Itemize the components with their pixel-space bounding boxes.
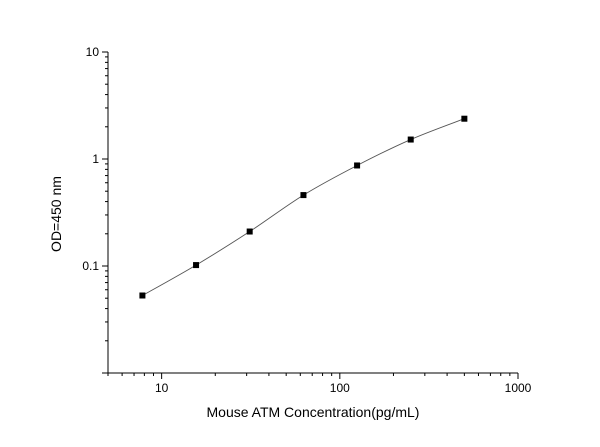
x-tick-label-1000: 1000 xyxy=(505,381,532,395)
ticks xyxy=(102,51,519,379)
data-point-1 xyxy=(139,292,146,299)
data-point-6 xyxy=(407,136,414,143)
markers xyxy=(139,115,468,299)
axes xyxy=(107,52,518,374)
data-point-5 xyxy=(354,162,361,169)
x-axis-title: Mouse ATM Concentration(pg/mL) xyxy=(207,404,420,420)
data-point-3 xyxy=(246,228,253,235)
data-point-2 xyxy=(193,262,200,269)
data-point-7 xyxy=(461,115,468,122)
y-axis-title: OD=450 nm xyxy=(48,176,64,252)
fit-curve xyxy=(142,118,465,296)
y-tick-label-1: 1 xyxy=(92,152,99,166)
y-tick-label-0.1: 0.1 xyxy=(82,259,99,273)
x-tick-label-100: 100 xyxy=(330,381,350,395)
y-tick-label-10: 10 xyxy=(86,45,100,59)
x-tick-label-10: 10 xyxy=(155,381,169,395)
data-point-4 xyxy=(300,192,307,199)
tick-labels: 10 100 1000 0.1 1 10 xyxy=(82,45,531,395)
